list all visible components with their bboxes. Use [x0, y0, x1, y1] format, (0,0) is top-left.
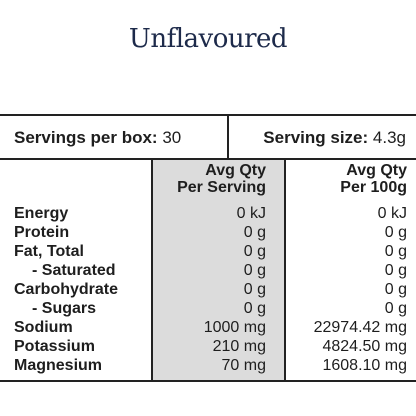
per-100g-value: 0 g — [384, 281, 407, 298]
serving-size-label: Serving size: — [263, 128, 369, 147]
nutrient-row: Energy 0 kJ 0 kJ — [0, 204, 416, 223]
nutrient-row: Magnesium 70 mg 1608.10 mg — [0, 356, 416, 375]
nutrient-row: Protein 0 g 0 g — [0, 223, 416, 242]
nutrient-rows: Energy 0 kJ 0 kJ Protein 0 g 0 g Fat, To… — [0, 204, 416, 375]
per-100g-value: 0 g — [384, 262, 407, 279]
header-divider — [227, 114, 229, 160]
nutrient-name: Fat, Total — [14, 243, 84, 260]
per-serving-value: 1000 mg — [203, 319, 266, 336]
nutrient-row: Potassium 210 mg 4824.50 mg — [0, 337, 416, 356]
per-serving-value: 210 mg — [212, 338, 266, 355]
nutrient-row: - Saturated 0 g 0 g — [0, 261, 416, 280]
nutrient-name: Magnesium — [14, 357, 103, 374]
column-divider-left — [151, 158, 153, 380]
per-serving-value: 0 g — [243, 224, 266, 241]
nutrient-name: Energy — [14, 205, 69, 222]
nutrient-name: Sodium — [14, 319, 73, 336]
servings-value: 30 — [162, 128, 182, 147]
nutrient-row: Fat, Total 0 g 0 g — [0, 242, 416, 261]
per-100g-value: 0 g — [384, 224, 407, 241]
per-100g-header-line1: Avg Qty — [346, 162, 407, 179]
nutrient-name: Potassium — [14, 338, 95, 355]
per-serving-value: 0 kJ — [236, 205, 266, 222]
nutrient-name: - Sugars — [32, 300, 97, 317]
nutrient-name: Carbohydrate — [14, 281, 119, 298]
per-serving-value: 0 g — [243, 243, 266, 260]
per-serving-header-line1: Avg Qty — [205, 162, 266, 179]
per-serving-header: Avg Qty Per Serving — [153, 162, 266, 196]
per-100g-value: 1608.10 mg — [322, 357, 407, 374]
per-100g-value: 0 kJ — [377, 205, 407, 222]
product-title: Unflavoured — [128, 24, 288, 54]
servings-per-box: Servings per box: 30 — [14, 128, 181, 148]
nutrient-row: - Sugars 0 g 0 g — [0, 299, 416, 318]
servings-label: Servings per box: — [14, 128, 158, 147]
top-rule — [0, 114, 416, 116]
per-100g-header: Avg Qty Per 100g — [286, 162, 407, 196]
serving-size-value: 4.3g — [372, 128, 406, 147]
header-rule — [0, 158, 416, 160]
nutrient-row: Sodium 1000 mg 22974.42 mg — [0, 318, 416, 337]
column-divider-right — [284, 158, 286, 380]
per-serving-header-line2: Per Serving — [177, 179, 266, 196]
per-100g-value: 22974.42 mg — [313, 319, 407, 336]
per-100g-value: 0 g — [384, 300, 407, 317]
nutrient-name: Protein — [14, 224, 70, 241]
serving-size: Serving size: 4.3g — [263, 128, 406, 148]
per-serving-value: 70 mg — [221, 357, 266, 374]
bottom-rule — [0, 380, 416, 382]
per-serving-value: 0 g — [243, 262, 266, 279]
per-100g-value: 0 g — [384, 243, 407, 260]
per-serving-column-shade — [153, 160, 284, 380]
per-serving-value: 0 g — [243, 281, 266, 298]
nutrient-row: Carbohydrate 0 g 0 g — [0, 280, 416, 299]
per-100g-value: 4824.50 mg — [322, 338, 407, 355]
per-100g-header-line2: Per 100g — [340, 179, 407, 196]
per-serving-value: 0 g — [243, 300, 266, 317]
nutrient-name: - Saturated — [32, 262, 116, 279]
